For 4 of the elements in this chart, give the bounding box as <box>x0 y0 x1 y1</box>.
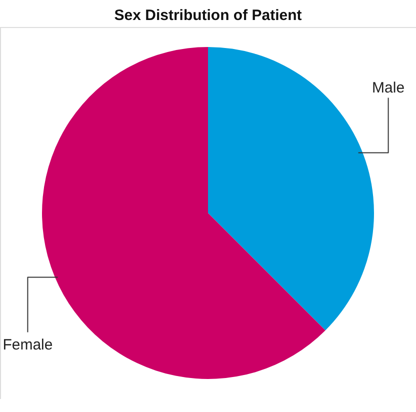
slice-label: Female <box>2 336 53 354</box>
slice-label: Male <box>372 80 405 97</box>
chart-title: Sex Distribution of Patient <box>114 7 302 24</box>
pie-slice <box>208 47 374 330</box>
